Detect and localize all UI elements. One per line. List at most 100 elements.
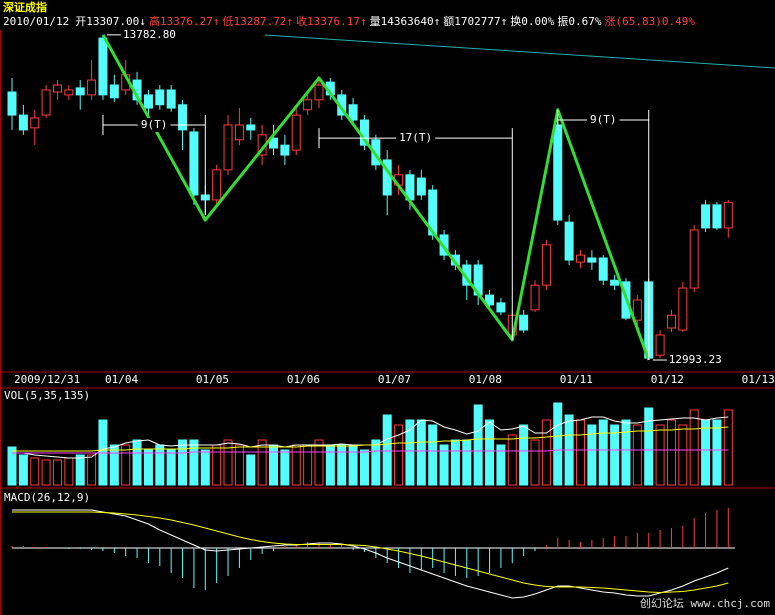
volume-bar [121,444,131,486]
volume-bar [678,424,688,486]
volume-bar [280,449,290,486]
volume-bar [723,409,733,486]
volume-bar [75,454,85,486]
candle-body [7,91,17,116]
candle-body [564,221,574,261]
volume-bar [178,439,188,486]
volume-bar [644,407,654,486]
volume-bar [541,419,551,486]
x-tick-label: 01/05 [196,373,229,386]
volume-bar [200,449,210,486]
volume-bar [223,439,233,486]
x-tick-label: 01/08 [469,373,502,386]
candle-body [519,314,529,331]
candle-body [655,334,665,356]
volume-bar [450,439,460,486]
candle-body [712,204,722,229]
candle-body [75,87,85,96]
volume-bar [610,424,620,486]
header-item: 振0.67% [557,14,601,28]
volume-bar [291,444,301,486]
annotation-label: 12993.23 [669,353,722,366]
candle-body [269,137,279,149]
candle-body [553,124,563,221]
header-item: 量14363640↑ [370,15,441,28]
x-tick-label: 2009/12/31 [14,373,80,386]
watermark: 创幻论坛 www.chcj.com [640,596,770,610]
volume-bar [371,439,381,486]
volume-bar [132,439,142,486]
candle-body [587,257,597,263]
volume-bar [64,457,74,486]
candle-body [155,89,165,106]
volume-bar [712,419,722,486]
candle-body [291,114,301,151]
cycle-label-bg [396,131,436,146]
candle-body [416,177,426,196]
volume-bar [632,424,642,486]
cycle-label-bg [586,113,620,128]
candle-body [64,89,74,96]
volume-bar [689,409,699,486]
cycle-label: 17(T) [399,131,432,144]
x-tick-label: 01/13 [742,373,775,386]
candle-body [166,89,176,109]
volume-bar [87,454,97,486]
volume-bar [41,459,51,486]
candle-body [576,254,585,263]
candle-body [178,104,188,131]
volume-bar [155,444,165,486]
header-item: 涨(65.83)0.49% [605,15,696,28]
volume-bar [428,424,438,486]
zigzag [101,34,651,361]
candle-body [541,244,551,286]
header-item: 换0.00% [510,14,554,28]
volume-bar [439,444,449,486]
candle-body [189,131,199,196]
volume-bar [507,434,517,486]
volume-bar [109,444,119,486]
volume-bar [655,424,665,486]
volume-bar [166,449,176,486]
volume-bar [576,419,585,486]
x-tick-label: 01/04 [105,373,138,386]
candle-body [303,99,313,111]
volume-bar [359,449,369,486]
header-item: 额1702777↑ [443,15,507,28]
volume-bar [325,444,335,486]
candle-body [52,84,62,93]
volume-bar [416,419,426,486]
candle-body [610,279,620,286]
candle-body [632,299,642,321]
volume-bar [530,439,540,486]
volume-bar [496,444,506,486]
candle-body [701,204,711,229]
candle-body [530,284,540,311]
header-item: 低13287.72↑ [222,15,293,28]
header-item: 开13307.00↓ [75,15,146,28]
cycle-label-bg [137,117,171,132]
volume-bar [485,419,495,486]
header-item: 收13376.17↑ [296,14,367,28]
volume-bar [30,457,40,486]
volume-bar [701,419,711,486]
volume-bar [553,402,563,486]
x-tick-label: 01/11 [560,373,593,386]
cycle-label: 9(T) [590,113,617,126]
candle-body [666,314,676,329]
macd-line [12,509,729,599]
candle-body [109,84,119,99]
volume-bar [348,444,358,486]
candle-body [314,84,324,101]
volume-bar [212,444,222,486]
volume-average [12,449,729,454]
volume-bar [394,424,404,486]
candle-body [678,287,688,331]
candle-body [598,257,608,281]
candle-body [30,117,40,129]
header-date: 2010/01/12 [3,15,69,28]
candle-body [223,124,233,171]
volume-bar [18,454,28,486]
candle-body [87,79,97,96]
